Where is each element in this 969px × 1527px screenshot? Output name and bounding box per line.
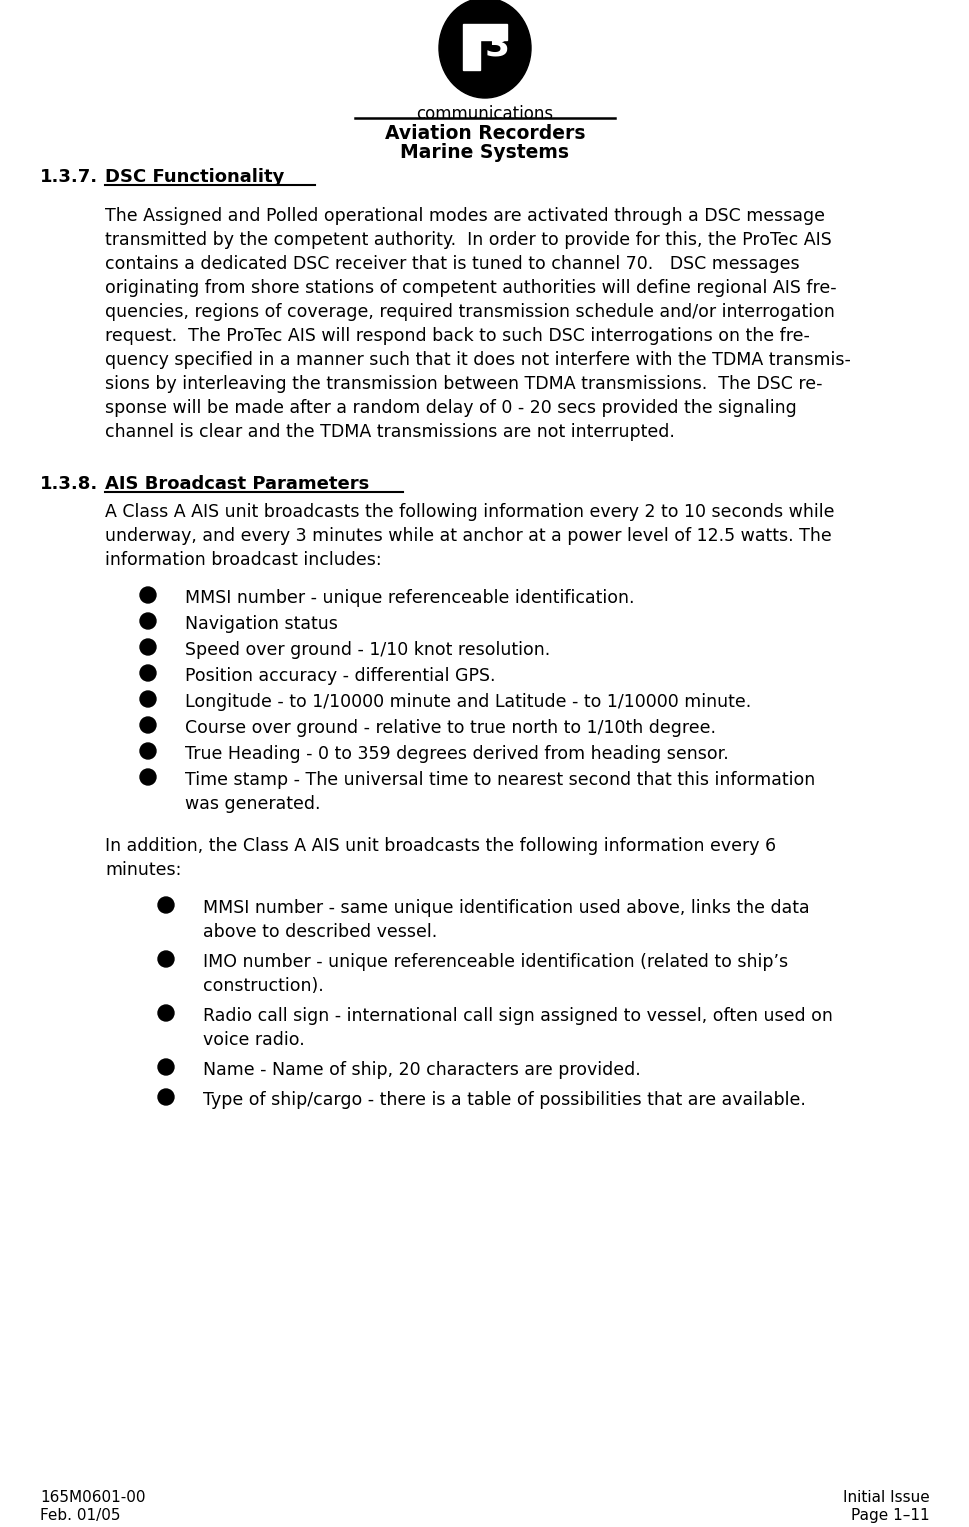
Circle shape (140, 692, 156, 707)
Polygon shape (462, 24, 507, 70)
Text: quency specified in a manner such that it does not interfere with the TDMA trans: quency specified in a manner such that i… (105, 351, 850, 370)
Text: above to described vessel.: above to described vessel. (203, 922, 437, 941)
Circle shape (140, 770, 156, 785)
Text: communications: communications (416, 105, 553, 124)
Circle shape (158, 896, 173, 913)
Circle shape (140, 612, 156, 629)
Text: originating from shore stations of competent authorities will define regional AI: originating from shore stations of compe… (105, 279, 835, 296)
Text: 1.3.7.: 1.3.7. (40, 168, 98, 186)
Text: Speed over ground - 1/10 knot resolution.: Speed over ground - 1/10 knot resolution… (185, 641, 549, 660)
Circle shape (158, 1060, 173, 1075)
Text: The Assigned and Polled operational modes are activated through a DSC message: The Assigned and Polled operational mode… (105, 208, 825, 224)
Text: 1.3.8.: 1.3.8. (40, 475, 98, 493)
Circle shape (158, 951, 173, 967)
Ellipse shape (439, 0, 530, 98)
Text: channel is clear and the TDMA transmissions are not interrupted.: channel is clear and the TDMA transmissi… (105, 423, 674, 441)
Text: IMO number - unique referenceable identification (related to ship’s: IMO number - unique referenceable identi… (203, 953, 787, 971)
Text: information broadcast includes:: information broadcast includes: (105, 551, 381, 570)
Text: Time stamp - The universal time to nearest second that this information: Time stamp - The universal time to neare… (185, 771, 814, 789)
Text: In addition, the Class A AIS unit broadcasts the following information every 6: In addition, the Class A AIS unit broadc… (105, 837, 775, 855)
Circle shape (158, 1005, 173, 1022)
Text: Marine Systems: Marine Systems (400, 144, 569, 162)
Text: DSC Functionality: DSC Functionality (105, 168, 284, 186)
Text: True Heading - 0 to 359 degrees derived from heading sensor.: True Heading - 0 to 359 degrees derived … (185, 745, 728, 764)
Text: Type of ship/cargo - there is a table of possibilities that are available.: Type of ship/cargo - there is a table of… (203, 1090, 805, 1109)
Text: transmitted by the competent authority.  In order to provide for this, the ProTe: transmitted by the competent authority. … (105, 231, 830, 249)
Circle shape (140, 718, 156, 733)
Text: quencies, regions of coverage, required transmission schedule and/or interrogati: quencies, regions of coverage, required … (105, 302, 834, 321)
Circle shape (140, 664, 156, 681)
Text: Position accuracy - differential GPS.: Position accuracy - differential GPS. (185, 667, 495, 686)
Text: Longitude - to 1/10000 minute and Latitude - to 1/10000 minute.: Longitude - to 1/10000 minute and Latitu… (185, 693, 750, 712)
Circle shape (140, 638, 156, 655)
Circle shape (140, 744, 156, 759)
Text: AIS Broadcast Parameters: AIS Broadcast Parameters (105, 475, 369, 493)
Text: Navigation status: Navigation status (185, 615, 337, 634)
Text: contains a dedicated DSC receiver that is tuned to channel 70.   DSC messages: contains a dedicated DSC receiver that i… (105, 255, 798, 273)
Text: Name - Name of ship, 20 characters are provided.: Name - Name of ship, 20 characters are p… (203, 1061, 641, 1080)
Text: 165M0601-00: 165M0601-00 (40, 1490, 145, 1506)
Text: 3: 3 (484, 29, 509, 63)
Text: voice radio.: voice radio. (203, 1031, 304, 1049)
Text: sponse will be made after a random delay of 0 - 20 secs provided the signaling: sponse will be made after a random delay… (105, 399, 796, 417)
Text: underway, and every 3 minutes while at anchor at a power level of 12.5 watts. Th: underway, and every 3 minutes while at a… (105, 527, 830, 545)
Text: construction).: construction). (203, 977, 324, 996)
Text: Feb. 01/05: Feb. 01/05 (40, 1509, 120, 1522)
Text: Aviation Recorders: Aviation Recorders (385, 124, 584, 144)
Text: sions by interleaving the transmission between TDMA transmissions.  The DSC re-: sions by interleaving the transmission b… (105, 376, 822, 392)
Text: Page 1–11: Page 1–11 (851, 1509, 929, 1522)
Text: Course over ground - relative to true north to 1/10th degree.: Course over ground - relative to true no… (185, 719, 715, 738)
Text: was generated.: was generated. (185, 796, 320, 812)
Circle shape (158, 1089, 173, 1106)
Text: minutes:: minutes: (105, 861, 181, 880)
Text: Radio call sign - international call sign assigned to vessel, often used on: Radio call sign - international call sig… (203, 1006, 832, 1025)
Circle shape (140, 586, 156, 603)
Text: A Class A AIS unit broadcasts the following information every 2 to 10 seconds wh: A Class A AIS unit broadcasts the follow… (105, 502, 833, 521)
Text: MMSI number - unique referenceable identification.: MMSI number - unique referenceable ident… (185, 589, 634, 608)
Text: request.  The ProTec AIS will respond back to such DSC interrogations on the fre: request. The ProTec AIS will respond bac… (105, 327, 809, 345)
Text: Initial Issue: Initial Issue (842, 1490, 929, 1506)
Text: MMSI number - same unique identification used above, links the data: MMSI number - same unique identification… (203, 899, 809, 918)
